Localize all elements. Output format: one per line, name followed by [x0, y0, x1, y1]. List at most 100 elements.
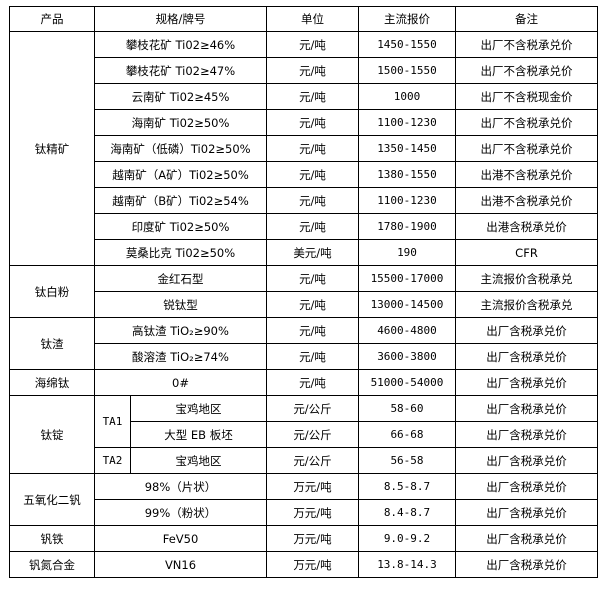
- note-cell: 出厂含税承兑价: [455, 525, 598, 552]
- note-cell: 出港不含税承兑价: [455, 187, 598, 214]
- table-row: 越南矿（A矿）Ti02≥50% 元/吨 1380-1550 出港不含税承兑价: [10, 161, 598, 188]
- price-cell: 58-60: [358, 395, 456, 422]
- unit-cell: 元/吨: [266, 161, 359, 188]
- grade-cell: TA2: [94, 447, 131, 474]
- table-row: 钛精矿 攀枝花矿 Ti02≥46% 元/吨 1450-1550 出厂不含税承兑价: [9, 31, 598, 266]
- price-cell: 8.5-8.7: [358, 473, 456, 500]
- unit-cell: 万元/吨: [266, 551, 359, 578]
- price-cell: 56-58: [358, 447, 456, 474]
- price-cell: 3600-3800: [358, 343, 456, 370]
- spec-cell: 0#: [94, 369, 267, 396]
- spec-cell: 锐钛型: [94, 291, 267, 318]
- note-cell: 主流报价含税承兑: [455, 265, 598, 292]
- note-cell: 出厂不含税承兑价: [455, 31, 598, 58]
- table-row: TA2 宝鸡地区 元/公斤 56-58 出厂含税承兑价: [10, 447, 598, 474]
- note-cell: 出厂不含税承兑价: [455, 57, 598, 84]
- price-cell: 1380-1550: [358, 161, 456, 188]
- unit-cell: 元/公斤: [266, 447, 359, 474]
- table-row: 云南矿 Ti02≥45% 元/吨 1000 出厂不含税现金价: [10, 83, 598, 110]
- spec-cell: 金红石型: [94, 265, 267, 292]
- product-cell: 钛白粉: [9, 265, 95, 318]
- note-cell: 出厂含税承兑价: [455, 473, 598, 500]
- price-table: 产品 规格/牌号 单位 主流报价 备注 钛精矿 攀枝花矿 Ti02≥46% 元/吨 1…: [9, 6, 598, 578]
- price-cell: 1350-1450: [358, 135, 456, 162]
- price-cell: 1450-1550: [358, 31, 456, 58]
- header-note: 备注: [455, 6, 598, 32]
- note-cell: 出厂含税承兑价: [455, 447, 598, 474]
- price-cell: 51000-54000: [358, 369, 456, 396]
- unit-cell: 美元/吨: [266, 239, 359, 266]
- note-cell: 出港含税承兑价: [455, 213, 598, 240]
- note-cell: 出厂含税承兑价: [455, 499, 598, 526]
- grade-cell: TA1: [94, 395, 131, 448]
- product-cell: 五氧化二钒: [9, 473, 95, 526]
- spec-cell: 宝鸡地区: [130, 395, 267, 422]
- spec-cell: 越南矿（B矿）Ti02≥54%: [94, 187, 267, 214]
- header-spec: 规格/牌号: [94, 6, 267, 32]
- note-cell: 出厂含税承兑价: [455, 343, 598, 370]
- unit-cell: 元/吨: [266, 187, 359, 214]
- spec-cell: 宝鸡地区: [130, 447, 267, 474]
- unit-cell: 元/吨: [266, 31, 359, 58]
- table-row: 钒氮合金 VN16 万元/吨 13.8-14.3 出厂含税承兑价: [9, 551, 598, 578]
- price-cell: 13000-14500: [358, 291, 456, 318]
- spec-cell: 酸溶渣 TiO₂≥74%: [94, 343, 267, 370]
- unit-cell: 元/吨: [266, 369, 359, 396]
- spec-cell: 99%（粉状）: [94, 499, 267, 526]
- unit-cell: 万元/吨: [266, 473, 359, 500]
- table-row: 海绵钛 0# 元/吨 51000-54000 出厂含税承兑价: [9, 369, 598, 396]
- note-cell: 出厂不含税承兑价: [455, 135, 598, 162]
- unit-cell: 元/吨: [266, 265, 359, 292]
- note-cell: 出厂含税承兑价: [455, 369, 598, 396]
- spec-cell: 98%（片状）: [94, 473, 267, 500]
- price-cell: 190: [358, 239, 456, 266]
- product-cell: 海绵钛: [9, 369, 95, 396]
- price-cell: 8.4-8.7: [358, 499, 456, 526]
- unit-cell: 元/吨: [266, 135, 359, 162]
- price-cell: 4600-4800: [358, 317, 456, 344]
- unit-cell: 元/吨: [266, 83, 359, 110]
- spec-cell: 海南矿（低磷）Ti02≥50%: [94, 135, 267, 162]
- note-cell: 出厂含税承兑价: [455, 395, 598, 422]
- unit-cell: 元/吨: [266, 343, 359, 370]
- unit-cell: 元/吨: [266, 291, 359, 318]
- price-cell: 1100-1230: [358, 187, 456, 214]
- table-row: 大型 EB 板坯 元/公斤 66-68 出厂含税承兑价: [10, 421, 598, 448]
- table-row: 99%（粉状） 万元/吨 8.4-8.7 出厂含税承兑价: [10, 499, 598, 526]
- product-cell: 钒铁: [9, 525, 95, 552]
- table-row: 攀枝花矿 Ti02≥47% 元/吨 1500-1550 出厂不含税承兑价: [10, 57, 598, 84]
- unit-cell: 元/吨: [266, 317, 359, 344]
- spec-cell: 海南矿 Ti02≥50%: [94, 109, 267, 136]
- spec-cell: FeV50: [94, 525, 267, 552]
- table-row: 莫桑比克 Ti02≥50% 美元/吨 190 CFR: [10, 239, 598, 266]
- spec-cell: 攀枝花矿 Ti02≥47%: [94, 57, 267, 84]
- unit-cell: 元/吨: [266, 213, 359, 240]
- price-cell: 9.0-9.2: [358, 525, 456, 552]
- product-cell: 钛精矿: [9, 31, 95, 266]
- spec-cell: VN16: [94, 551, 267, 578]
- unit-cell: 万元/吨: [266, 499, 359, 526]
- note-cell: 出厂含税承兑价: [455, 421, 598, 448]
- note-cell: 出港不含税承兑价: [455, 161, 598, 188]
- note-cell: 出厂含税承兑价: [455, 317, 598, 344]
- price-cell: 1500-1550: [358, 57, 456, 84]
- spec-cell: 云南矿 Ti02≥45%: [94, 83, 267, 110]
- product-cell: 钒氮合金: [9, 551, 95, 578]
- header-product: 产品: [9, 6, 95, 32]
- unit-cell: 元/公斤: [266, 421, 359, 448]
- note-cell: 出厂含税承兑价: [455, 551, 598, 578]
- spec-cell: 高钛渣 TiO₂≥90%: [94, 317, 267, 344]
- table-row: 钛渣 高钛渣 TiO₂≥90% 元/吨 4600-4800 出厂含税承兑价: [9, 317, 598, 370]
- price-cell: 1780-1900: [358, 213, 456, 240]
- spec-cell: 攀枝花矿 Ti02≥46%: [94, 31, 267, 58]
- unit-cell: 元/公斤: [266, 395, 359, 422]
- spec-cell: 莫桑比克 Ti02≥50%: [94, 239, 267, 266]
- spec-cell: 越南矿（A矿）Ti02≥50%: [94, 161, 267, 188]
- product-cell: 钛渣: [9, 317, 95, 370]
- table-row: 越南矿（B矿）Ti02≥54% 元/吨 1100-1230 出港不含税承兑价: [10, 187, 598, 214]
- price-cell: 1100-1230: [358, 109, 456, 136]
- table-row: 酸溶渣 TiO₂≥74% 元/吨 3600-3800 出厂含税承兑价: [10, 343, 598, 370]
- spec-cell: 大型 EB 板坯: [130, 421, 267, 448]
- note-cell: 出厂不含税承兑价: [455, 109, 598, 136]
- note-cell: CFR: [455, 239, 598, 266]
